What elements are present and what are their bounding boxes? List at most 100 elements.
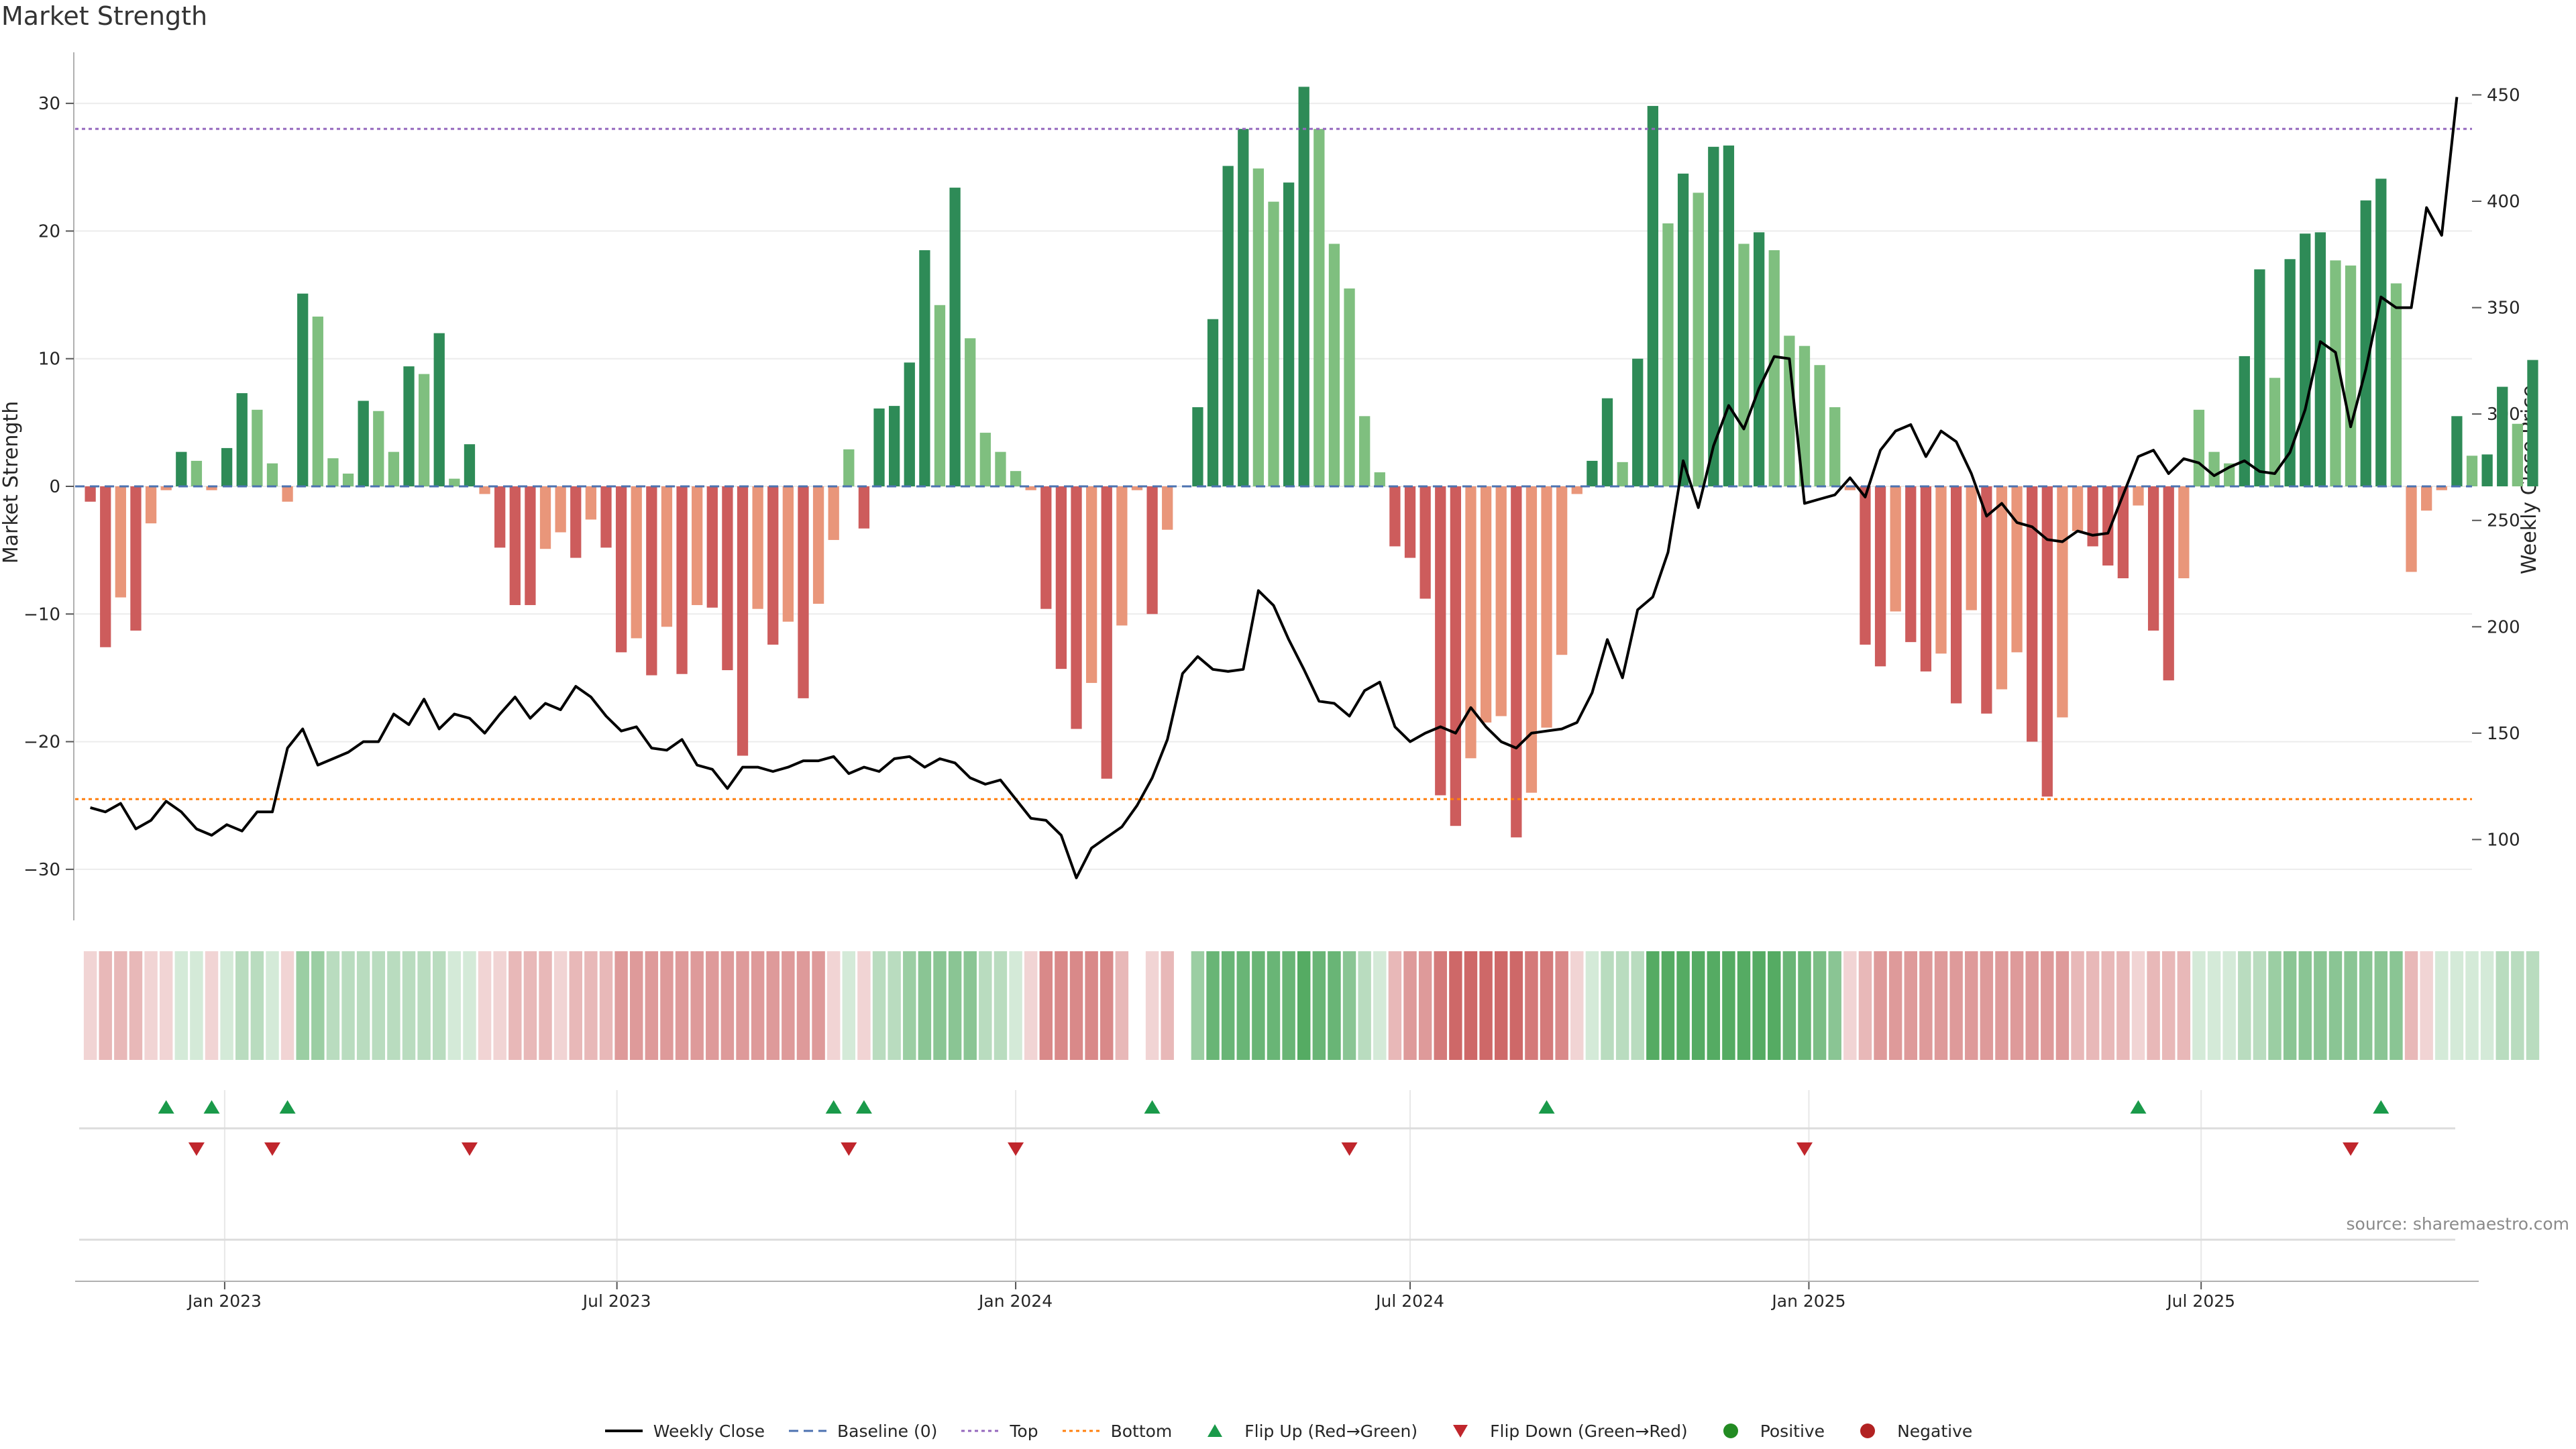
heat-cell: [387, 951, 400, 1060]
strength-bar-positive: [2314, 232, 2326, 486]
chart-title: Market Strength: [1, 1, 208, 31]
legend-symbol-top: [961, 1430, 1000, 1432]
y-tick-label: −20: [23, 733, 60, 753]
strength-bar-negative: [2027, 486, 2038, 742]
heat-cell: [144, 951, 158, 1060]
legend-label: Top: [1010, 1421, 1038, 1441]
heat-cell: [1768, 951, 1781, 1060]
heat-cell: [736, 951, 749, 1060]
heat-cell: [2328, 951, 2343, 1060]
heat-cell: [2404, 951, 2418, 1060]
flip-down-marker: [264, 1142, 280, 1156]
heat-cell: [599, 951, 613, 1060]
strength-bar-positive: [388, 451, 400, 486]
strength-bar-positive: [2254, 269, 2265, 486]
strength-bar-positive: [2497, 386, 2508, 486]
strength-bar-positive: [1328, 244, 1340, 486]
heat-cell: [1479, 951, 1493, 1060]
strength-bar-positive: [2512, 423, 2523, 486]
strength-bar-negative: [1450, 486, 1462, 826]
strength-bar-negative: [1040, 486, 1052, 609]
heat-cell: [979, 951, 992, 1060]
legend-symbol-flipdown: [1453, 1425, 1468, 1438]
strength-bar-positive: [2481, 454, 2493, 486]
heat-cell: [1434, 951, 1447, 1060]
heat-cell: [2192, 951, 2206, 1060]
source-note: source: sharemaestro.com: [2346, 1214, 2570, 1234]
heat-cell: [114, 951, 127, 1060]
legend-item-pos: Positive: [1711, 1421, 1825, 1441]
strength-bar-negative: [1435, 486, 1446, 796]
strength-bar-positive: [1754, 232, 1765, 486]
strength-bar-negative: [160, 486, 172, 490]
heat-cell: [1752, 951, 1766, 1060]
x-tick-label: Jan 2025: [1770, 1291, 1845, 1311]
strength-bar-positive: [1252, 168, 1265, 486]
legend-label: Positive: [1760, 1421, 1825, 1441]
heat-cell: [2314, 951, 2327, 1060]
strength-bar-positive: [2193, 409, 2205, 486]
heat-cell: [402, 951, 416, 1060]
heat-cell: [888, 951, 901, 1060]
y-tick-label: 10: [38, 350, 60, 370]
y2-tick-label: 350: [2487, 299, 2520, 319]
flip-down-marker: [2343, 1142, 2359, 1156]
strength-bar-negative: [1116, 486, 1128, 626]
strength-bar-negative: [1071, 486, 1082, 729]
heat-cell: [720, 951, 735, 1060]
heat-cell: [2374, 951, 2388, 1060]
heat-cell: [1874, 951, 1887, 1060]
y2-tick-label: 100: [2487, 830, 2520, 850]
heat-cell: [447, 951, 462, 1060]
strength-bar-positive: [1268, 201, 1279, 486]
heat-cell: [933, 951, 947, 1060]
strength-bar-positive: [418, 374, 430, 486]
heat-cell: [1646, 951, 1660, 1060]
heat-cell: [2161, 951, 2176, 1060]
strength-bar-positive: [403, 366, 415, 486]
strength-bar-negative: [615, 486, 627, 653]
strength-bar-negative: [100, 486, 111, 647]
heat-cell: [83, 951, 97, 1060]
flip-down-marker: [188, 1142, 205, 1156]
heat-cell: [2511, 951, 2524, 1060]
y-tick-label: −10: [23, 604, 60, 625]
heat-cell: [948, 951, 962, 1060]
strength-bar-negative: [646, 486, 657, 676]
heat-cell: [1615, 951, 1629, 1060]
heat-cell: [205, 951, 219, 1060]
strength-bar-positive: [873, 408, 885, 486]
heat-cell: [235, 951, 249, 1060]
strength-bar-negative: [509, 486, 521, 605]
heat-cell: [1024, 951, 1038, 1060]
heat-cell: [796, 951, 810, 1060]
legend-label: Baseline (0): [837, 1421, 938, 1441]
heat-cell: [99, 951, 112, 1060]
heat-cell: [1525, 951, 1538, 1060]
heat-cell: [2116, 951, 2130, 1060]
heat-cell: [812, 951, 825, 1060]
heat-cell: [1403, 951, 1417, 1060]
heat-cell: [1540, 951, 1554, 1060]
heat-cell: [433, 951, 446, 1060]
y2-tick-label: 250: [2487, 511, 2520, 531]
heat-cell: [1206, 951, 1220, 1060]
heat-cell: [2496, 951, 2509, 1060]
strength-bar-negative: [479, 486, 490, 494]
strength-bar-positive: [1708, 146, 1719, 487]
legend-label: Flip Down (Green→Red): [1490, 1421, 1688, 1441]
heat-cell: [1555, 951, 1568, 1060]
strength-bar-negative: [1996, 486, 2008, 690]
strength-bar-negative: [828, 486, 839, 540]
heat-cell: [2010, 951, 2024, 1060]
heat-cell: [1843, 951, 1857, 1060]
weekly-close-line: [90, 97, 2459, 879]
strength-bar-negative: [525, 486, 536, 605]
heat-cell: [493, 951, 506, 1060]
strength-bar-positive: [358, 400, 369, 486]
x-tick-label: Jan 2023: [186, 1291, 262, 1311]
strength-bar-negative: [1101, 486, 1112, 779]
heat-cell: [872, 951, 886, 1060]
heat-cell: [1342, 951, 1356, 1060]
